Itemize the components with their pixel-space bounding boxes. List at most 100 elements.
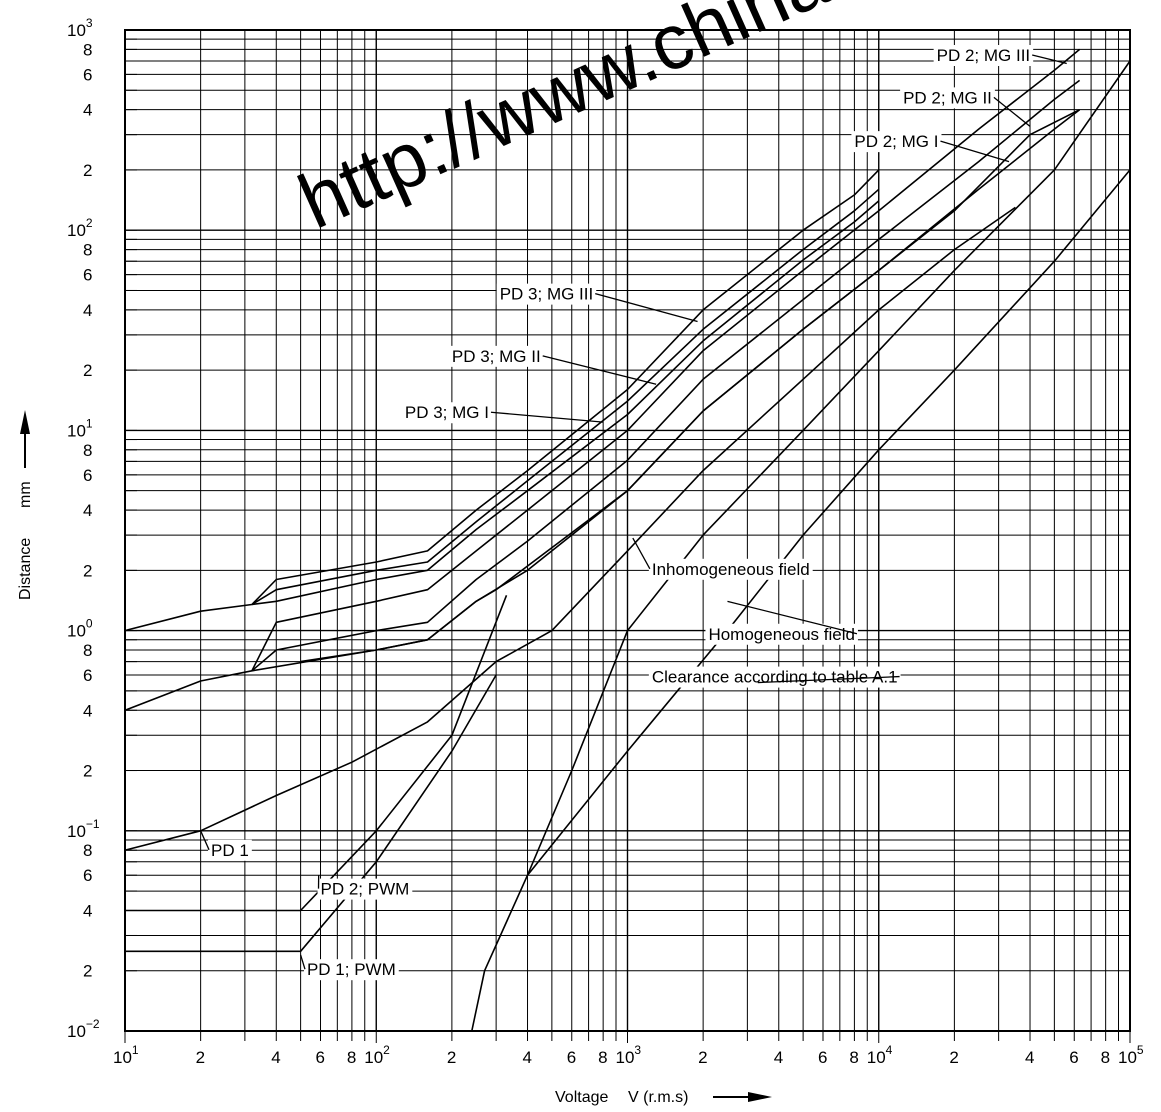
y-tick-label-major: 101	[67, 416, 93, 440]
x-tick-label-minor: 6	[818, 1048, 827, 1067]
annotation-leader-4	[595, 292, 698, 323]
annotation-label-3: PD 2; MG I	[854, 132, 938, 151]
y-tick-exponent: −1	[86, 817, 100, 831]
y-tick-label-minor: 4	[83, 501, 92, 520]
y-tick-label-minor: 8	[83, 841, 92, 860]
x-tick-label-minor: 4	[523, 1048, 532, 1067]
y-tick-label-minor: 6	[83, 466, 92, 485]
annotation-label-12: PD 1; PWM	[307, 960, 396, 979]
annotation-bg-10	[208, 839, 252, 861]
curve-10	[125, 674, 497, 953]
annotation-label-10: PD 1	[211, 841, 249, 860]
y-tick-label-major: 10−1	[67, 817, 100, 841]
curve-12	[526, 169, 1131, 876]
y-tick-label-minor: 4	[83, 101, 92, 120]
y-tick-label-minor: 2	[83, 361, 92, 380]
x-tick-exponent: 2	[383, 1043, 390, 1057]
x-tick-label-minor: 2	[196, 1048, 205, 1067]
x-tick-exponent: 5	[1137, 1043, 1144, 1057]
x-tick-label-major: 103	[616, 1043, 642, 1067]
x-tick-label-minor: 2	[949, 1048, 958, 1067]
x-tick-label-minor: 6	[316, 1048, 325, 1067]
x-tick-label-minor: 8	[598, 1048, 607, 1067]
y-tick-label-minor: 2	[83, 962, 92, 981]
annotation-leader-1	[1032, 54, 1067, 65]
annotation-leader-2	[993, 96, 1031, 127]
y-tick-label-minor: 4	[83, 701, 92, 720]
y-tick-label-minor: 6	[83, 666, 92, 685]
x-tick-label-major: 102	[364, 1043, 390, 1067]
curve-8	[124, 206, 1016, 851]
y-tick-label-minor: 8	[83, 40, 92, 59]
annotation-label-7: Inhomogeneous field	[652, 560, 810, 579]
x-tick-exponent: 1	[132, 1043, 139, 1057]
x-tick-label-minor: 8	[347, 1048, 356, 1067]
annotation-label-11: PD 2; PWM	[321, 880, 410, 899]
annotation-bg-4	[496, 283, 597, 305]
y-tick-label-minor: 6	[83, 266, 92, 285]
annotation-leader-10	[200, 830, 210, 851]
annotation-label-2: PD 2; MG II	[903, 88, 992, 107]
y-axis-title: Distance mm	[17, 410, 34, 600]
y-axis-label: Distance	[17, 538, 34, 600]
annotation-bg-2	[900, 87, 995, 109]
y-tick-label-minor: 2	[83, 161, 92, 180]
x-tick-label-minor: 6	[567, 1048, 576, 1067]
annotation-bg-3	[851, 131, 942, 153]
curve-5	[251, 79, 1081, 672]
annotation-leader-8	[727, 600, 858, 635]
y-tick-label-minor: 8	[83, 641, 92, 660]
annotation-bg-7	[648, 558, 813, 580]
x-axis-arrowhead	[748, 1092, 772, 1102]
annotation-label-1: PD 2; MG III	[937, 46, 1031, 65]
annotation-label-6: PD 3; MG I	[405, 403, 489, 422]
y-tick-label-major: 10−2	[67, 1017, 100, 1041]
x-tick-label-major: 105	[1118, 1043, 1144, 1067]
y-tick-exponent: 1	[86, 416, 93, 430]
y-tick-label-minor: 6	[83, 866, 92, 885]
annotation-label-9: Clearance according to table A.1	[652, 668, 898, 687]
annotation-bg-1	[933, 45, 1034, 67]
annotation-bg-9	[648, 666, 901, 688]
y-tick-exponent: −2	[86, 1017, 100, 1031]
y-tick-label-minor: 2	[83, 561, 92, 580]
annotation-bg-11	[317, 878, 413, 900]
annotation-leader-5	[542, 355, 657, 385]
x-tick-label-minor: 4	[774, 1048, 783, 1067]
annotation-bg-6	[401, 402, 492, 424]
y-tick-label-minor: 8	[83, 241, 92, 260]
x-tick-label-minor: 4	[1025, 1048, 1034, 1067]
x-tick-exponent: 4	[886, 1043, 893, 1057]
annotation-bg-5	[448, 345, 544, 367]
curve-3	[251, 200, 880, 606]
curve-11	[471, 60, 1131, 1032]
annotation-bg-8	[705, 623, 858, 645]
x-tick-label-minor: 2	[698, 1048, 707, 1067]
x-tick-label-minor: 2	[447, 1048, 456, 1067]
x-axis-title: Voltage V (r.m.s)	[555, 1089, 772, 1106]
curve-9	[125, 595, 508, 912]
plot-frame	[124, 29, 1131, 1032]
annotation-label-8: Homogeneous field	[708, 625, 854, 644]
curve-7	[300, 108, 1080, 663]
x-tick-label-minor: 8	[1101, 1048, 1110, 1067]
grid	[124, 29, 1131, 1043]
annotation-label-5: PD 3; MG II	[452, 347, 541, 366]
y-axis-arrowhead	[20, 410, 30, 434]
y-tick-label-major: 103	[67, 16, 93, 40]
x-tick-label-major: 101	[113, 1043, 139, 1067]
y-tick-label-minor: 8	[83, 441, 92, 460]
annotation-leader-9	[757, 675, 900, 684]
y-tick-exponent: 0	[86, 617, 93, 631]
annotations: PD 2; MG III PD 2; MG II PD 2; MG I PD 3; M…	[200, 45, 1067, 981]
annotation-bg-12	[303, 959, 399, 981]
curves	[124, 48, 1131, 1032]
y-tick-label-minor: 4	[83, 901, 92, 920]
y-tick-label-minor: 4	[83, 301, 92, 320]
y-tick-exponent: 3	[86, 16, 93, 30]
y-axis-unit: mm	[17, 481, 34, 508]
x-axis-unit: V (r.m.s)	[628, 1089, 688, 1106]
x-tick-label-minor: 4	[271, 1048, 280, 1067]
tick-labels: 101 2 4 6 8 102 2 4 6 8 103 2 4 6 8 104 2 4 6 8 10510−224681…	[67, 16, 1144, 1067]
annotation-leader-7	[632, 537, 651, 570]
